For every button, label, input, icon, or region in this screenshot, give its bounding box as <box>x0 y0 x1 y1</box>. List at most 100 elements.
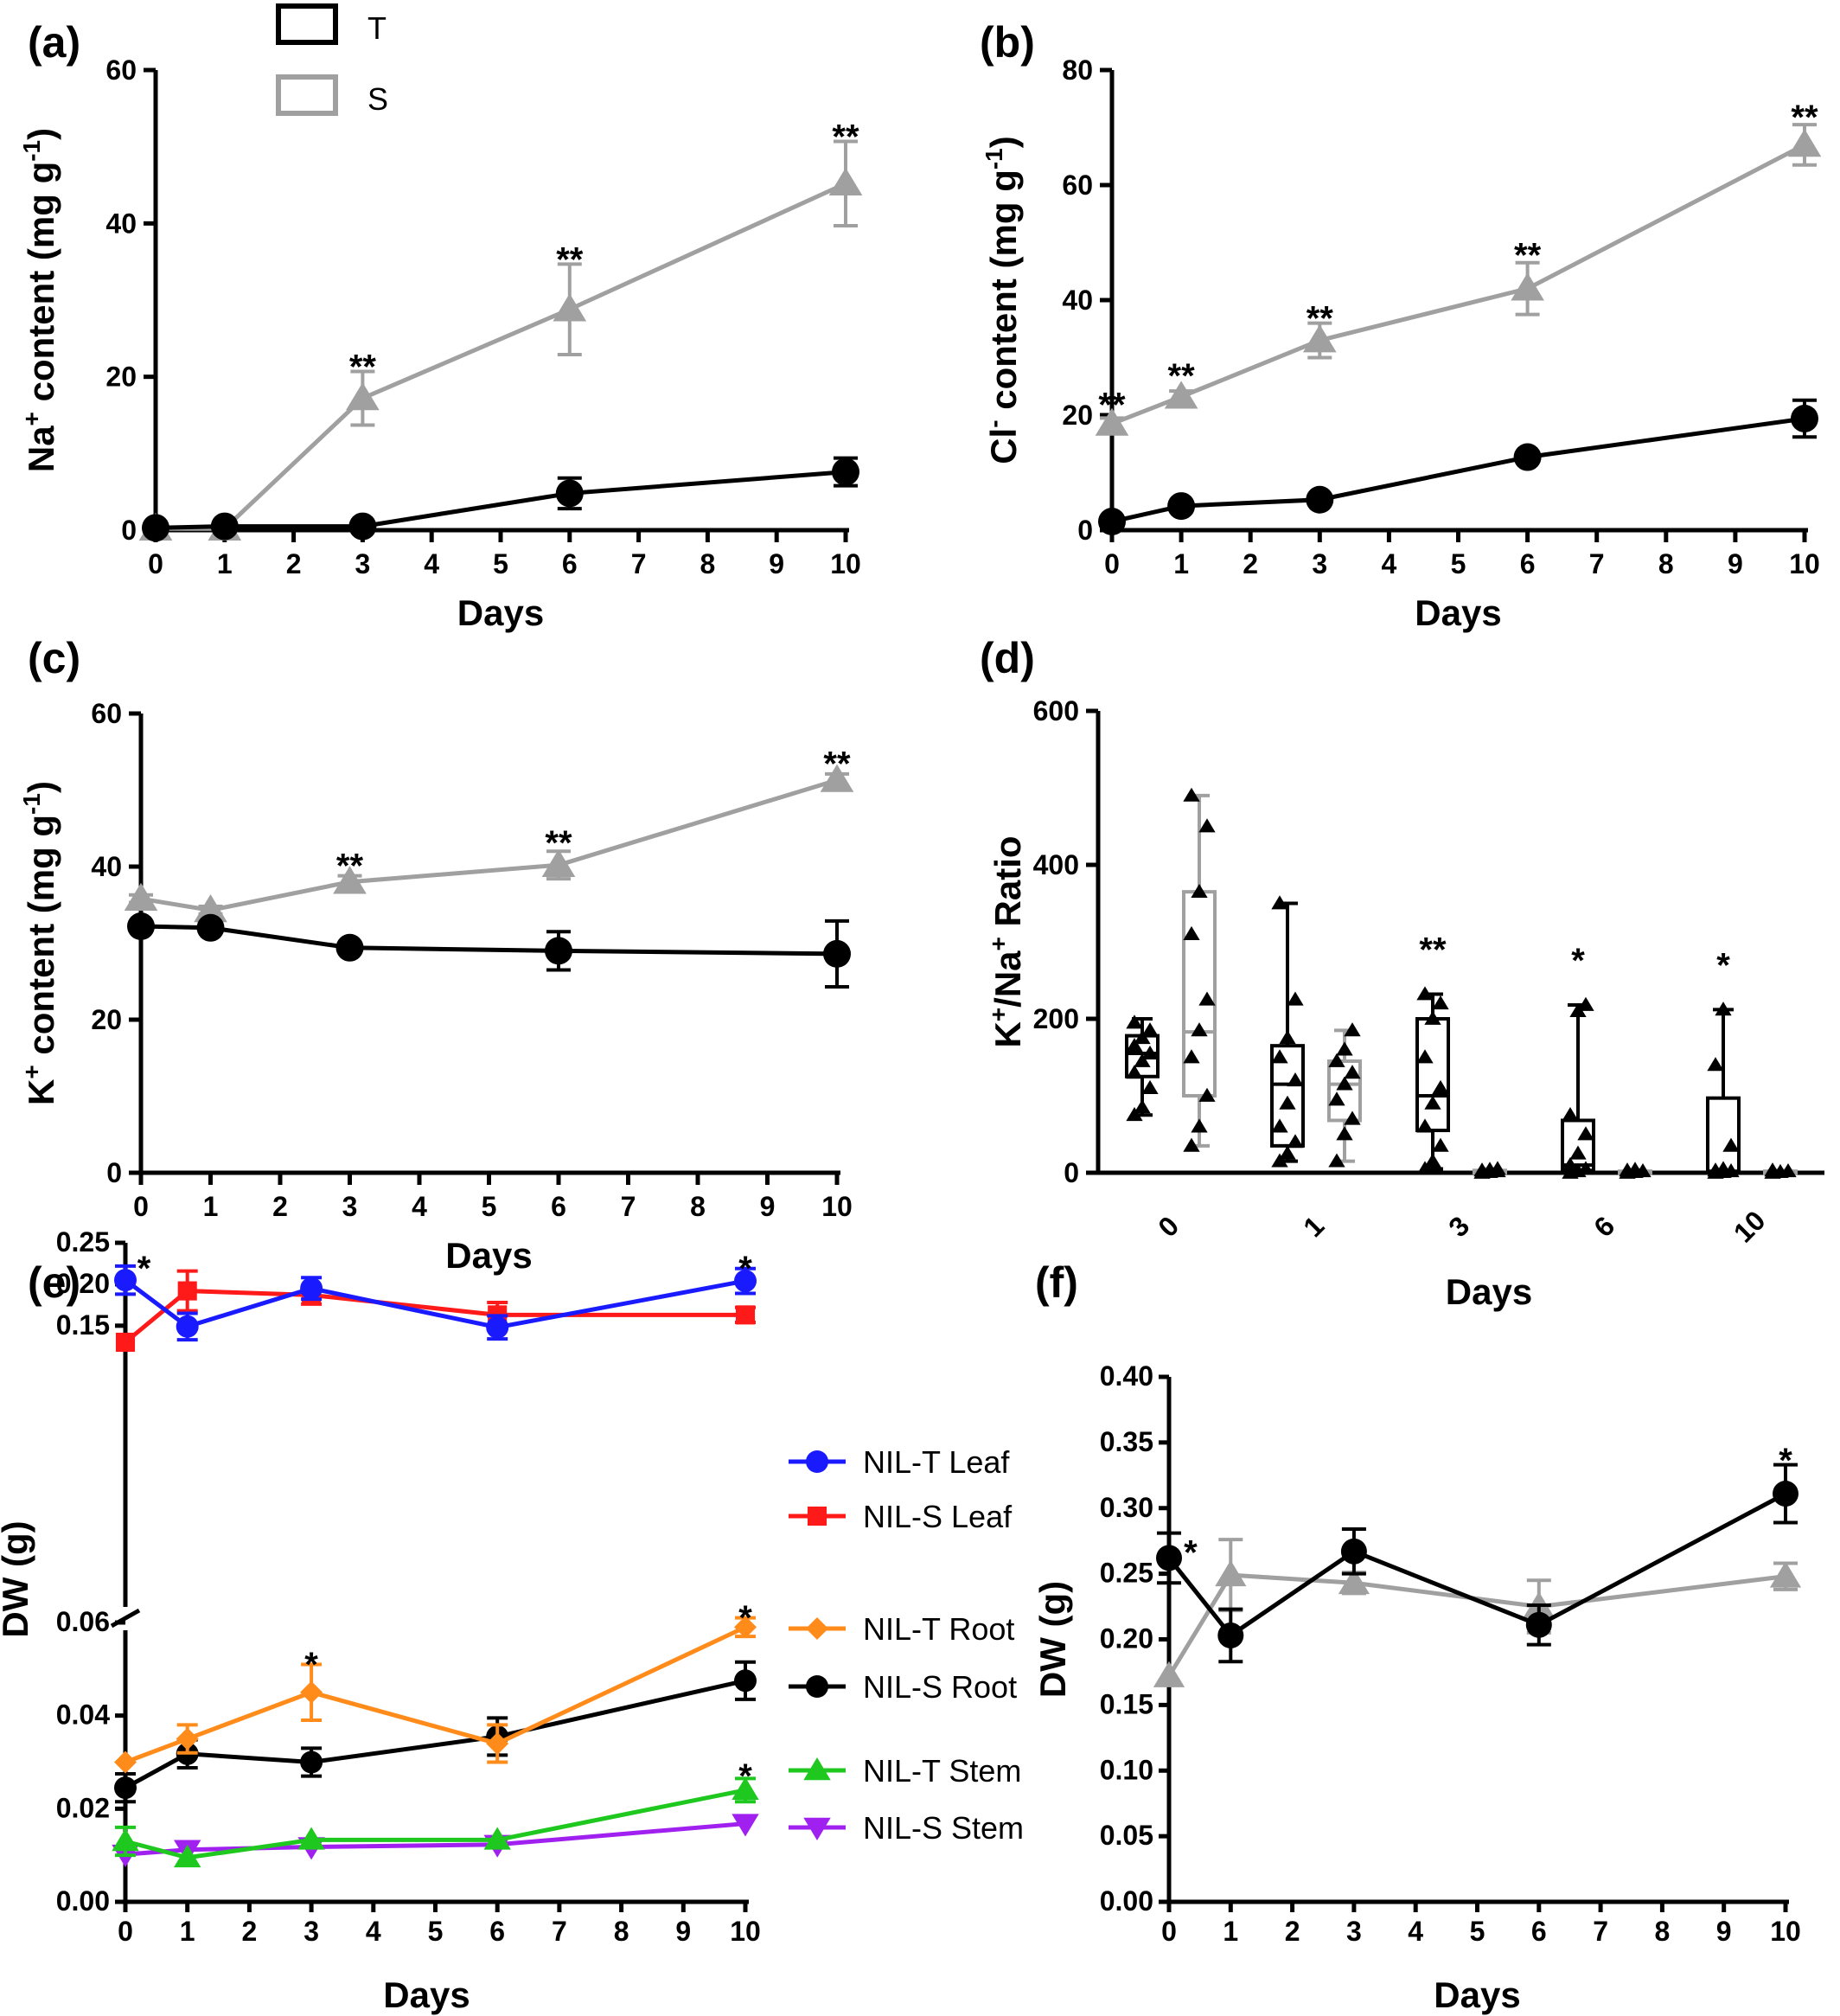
data-point <box>348 512 377 541</box>
data-point <box>142 514 169 542</box>
data-point <box>1098 508 1126 536</box>
data-point <box>1336 1041 1353 1056</box>
x-tick-label: 3 <box>303 1916 319 1947</box>
panel-label: (d) <box>980 634 1035 682</box>
data-point <box>1707 1057 1724 1072</box>
data-point <box>1769 1561 1802 1588</box>
data-point <box>1134 1099 1151 1114</box>
x-tick-label: 4 <box>1382 548 1397 579</box>
data-point <box>1577 1161 1594 1175</box>
data-point <box>1715 1161 1732 1175</box>
y-tick-label: 0.00 <box>56 1885 110 1917</box>
legend-label: NIL-S Root <box>863 1669 1017 1705</box>
x-tick-label: 8 <box>1658 548 1674 579</box>
box-s-3 <box>1473 1161 1507 1179</box>
axis-label-part: ) <box>983 136 1024 148</box>
data-point <box>1513 443 1542 471</box>
y-tick-label: 0.20 <box>1100 1623 1153 1654</box>
data-point <box>1141 1045 1159 1059</box>
y-tick-label: 0.06 <box>56 1606 110 1637</box>
data-point <box>1271 1153 1288 1168</box>
data-point <box>346 382 380 411</box>
data-point <box>1328 1053 1345 1067</box>
series-line <box>1166 1572 1786 1678</box>
x-tick-label: 0 <box>1161 1916 1177 1947</box>
x-tick-label: 5 <box>428 1916 444 1947</box>
x-tick-label: 5 <box>493 548 508 579</box>
legend-item-nil-t-root: NIL-T Root <box>789 1611 1014 1647</box>
data-point <box>1569 1145 1587 1160</box>
data-point <box>1279 1095 1296 1110</box>
panel-label: (c) <box>28 634 80 682</box>
data-point <box>1416 1161 1434 1175</box>
data-point <box>1787 129 1822 157</box>
data-point <box>1279 1145 1296 1160</box>
y-tick-label: 0 <box>106 1157 122 1188</box>
significance-mark: ** <box>1419 931 1447 970</box>
data-point <box>828 167 863 196</box>
x-axis-label: Days <box>383 1974 470 2015</box>
data-point <box>1287 1072 1304 1087</box>
data-point <box>486 1731 509 1755</box>
data-point <box>486 1315 509 1339</box>
axis-label-part: Ratio <box>987 835 1028 937</box>
data-point <box>1217 1622 1244 1648</box>
legend-item-nil-s-leaf: NIL-S Leaf <box>789 1499 1013 1534</box>
data-point <box>1626 1162 1644 1176</box>
x-tick-label: 7 <box>1589 548 1605 579</box>
series-line <box>125 1625 747 1764</box>
data-point <box>820 764 854 792</box>
x-tick-label: 2 <box>1243 548 1258 579</box>
y-tick-label: 0 <box>1077 515 1093 546</box>
data-point <box>176 1727 199 1750</box>
data-point <box>1722 1137 1740 1152</box>
y-tick-label: 60 <box>91 698 122 729</box>
box-s-6 <box>1618 1162 1652 1179</box>
panel-label: (e) <box>28 1258 80 1307</box>
data-point <box>174 1844 201 1868</box>
box-t-1 <box>1270 895 1305 1168</box>
y-tick-label: 0.15 <box>56 1309 110 1341</box>
x-tick-label: 8 <box>614 1916 629 1947</box>
y-tick-label: 80 <box>1062 54 1093 86</box>
significance-mark: * <box>1571 942 1585 980</box>
data-point <box>734 1669 757 1693</box>
x-tick-label: 2 <box>1285 1916 1300 1947</box>
significance-mark: * <box>1184 1533 1198 1571</box>
significance-mark: * <box>304 1646 318 1684</box>
legend-marker <box>806 1450 828 1473</box>
data-point <box>1141 1079 1159 1094</box>
data-point <box>335 933 364 962</box>
axis-label-part: ) <box>21 128 61 140</box>
chart-panel-e: 0.15 0.20 0.25 0.00 0.02 0.04 0.06 0 1 2 3 4 5 6 7 8 9 10… <box>0 1226 761 2015</box>
data-point <box>1126 1014 1143 1029</box>
legend-swatch-t <box>276 3 338 45</box>
x-tick-label: 0 <box>1152 1210 1185 1243</box>
data-point <box>1791 404 1818 432</box>
box-t-3 <box>1415 986 1450 1175</box>
legend-item-nil-t-stem: NIL-T Stem <box>789 1753 1021 1789</box>
y-tick-label: 0.02 <box>56 1792 110 1823</box>
data-point <box>1183 787 1200 802</box>
data-point <box>545 937 572 965</box>
data-point <box>1577 996 1594 1011</box>
significance-mark: ** <box>1791 99 1818 137</box>
axis-label-superscript: + <box>18 412 45 426</box>
data-point <box>1344 1065 1361 1079</box>
x-tick-label: 10 <box>1789 548 1820 579</box>
data-point <box>1287 1134 1304 1149</box>
data-point <box>1271 895 1288 910</box>
y-axis-label: Na+ content (mg g-1) <box>18 128 61 472</box>
axis-label-part: K <box>21 1079 61 1105</box>
data-point <box>1141 1022 1159 1037</box>
y-axis-label: K+ content (mg g-1) <box>18 781 61 1105</box>
x-tick-label: 6 <box>1531 1916 1547 1947</box>
y-tick-label: 40 <box>1062 285 1093 316</box>
data-point <box>1191 883 1208 899</box>
data-point <box>1126 1107 1143 1122</box>
data-point <box>1164 381 1198 409</box>
significance-mark: * <box>738 1757 752 1795</box>
data-point <box>1183 925 1200 940</box>
legend-label: NIL-S Leaf <box>863 1499 1013 1534</box>
box-t-10 <box>1706 1002 1741 1179</box>
